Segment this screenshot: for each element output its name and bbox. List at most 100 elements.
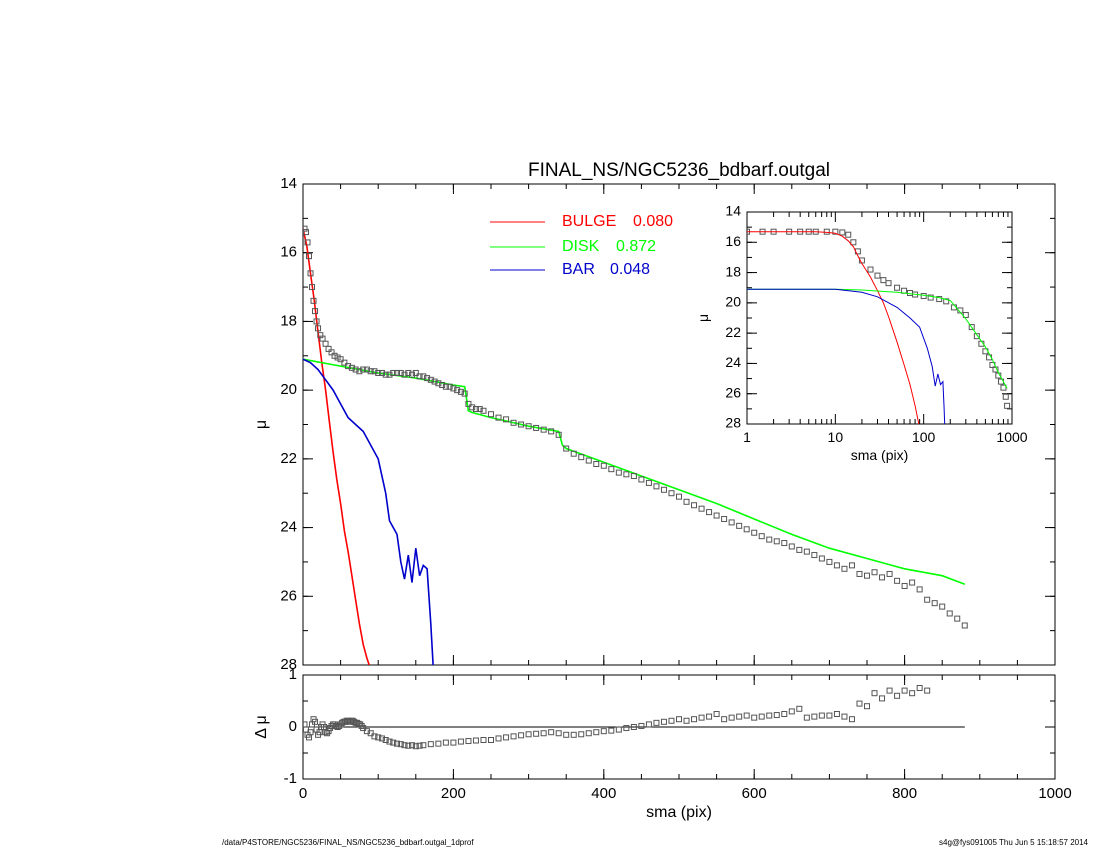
main-plot-data-point <box>306 253 313 260</box>
inset-plot-ytick-label: 14 <box>725 203 741 219</box>
residual-plot-data-point <box>472 737 479 744</box>
main-plot-data-point <box>442 383 449 390</box>
residual-plot-data-point <box>405 742 412 749</box>
inset-plot-xtick-label: 10 <box>828 429 844 445</box>
main-plot-data-point <box>427 376 434 383</box>
residual-plot-xtick-label: 0 <box>299 785 307 802</box>
main-plot-data-point <box>304 239 311 246</box>
residual-plot-data-point <box>721 716 728 723</box>
residual-plot-data-point <box>623 725 630 732</box>
main-plot-data-point <box>563 445 570 452</box>
residual-plot-data-point <box>394 740 400 747</box>
main-plot-data-point <box>555 431 562 438</box>
main-plot-ytick-label: 20 <box>280 381 297 398</box>
main-plot-data-point <box>378 369 385 376</box>
residual-plot-data-point <box>354 719 361 726</box>
residual-plot-data-point <box>698 714 705 721</box>
main-plot-ytick-label: 28 <box>280 656 297 673</box>
inset-plot-ytick-label: 18 <box>725 263 741 279</box>
footer-timestamp: s4g@fys091005 Thu Jun 5 15:18:57 2014 <box>939 838 1088 847</box>
residual-plot-data-point <box>378 735 385 742</box>
inset-plot-data-point <box>1004 402 1011 409</box>
inset-plot-data-point <box>943 298 950 305</box>
residual-plot-data-point <box>371 733 378 740</box>
main-plot-series-disk-line <box>303 358 966 586</box>
residual-plot-data-point <box>563 731 570 738</box>
residual-plot-data-point <box>412 743 419 750</box>
residual-plot-xtick-label: 600 <box>742 785 767 802</box>
residual-plot-data-point <box>503 734 510 741</box>
residual-plot-data-point <box>495 735 502 742</box>
residual-plot-data-point <box>480 737 487 743</box>
main-plot-data-point <box>405 369 412 376</box>
residual-plot-data-point <box>367 730 374 737</box>
main-plot-data-point <box>435 380 442 387</box>
main-plot-data-point <box>961 622 968 629</box>
main-plot-data-point <box>548 428 555 435</box>
residual-plot-data-point <box>360 725 367 732</box>
main-plot-data-point <box>313 318 320 325</box>
main-plot-data-point <box>698 505 705 512</box>
main-plot-data-point <box>446 383 453 390</box>
main-plot-data-point <box>476 406 483 413</box>
main-plot-data-point <box>390 369 397 376</box>
inset-plot-data-point <box>832 228 839 235</box>
main-plot-data-point <box>401 371 408 378</box>
main-plot-data-point <box>382 371 389 378</box>
inset-plot-data-point <box>973 333 980 340</box>
legend: BULGE 0.080 DISK 0.872 BAR 0.048 <box>490 213 673 278</box>
main-plot-data-point <box>668 490 675 497</box>
main-plot-data-point <box>334 354 341 361</box>
inset-plot-data-point <box>927 294 934 301</box>
residual-plot-data-point <box>706 713 713 720</box>
main-plot-data-point <box>766 536 773 543</box>
residual-plot-data-point <box>548 729 555 736</box>
residual-plot-data-point <box>886 687 893 694</box>
main-plot-data-point <box>751 529 758 536</box>
inset-plot-ytick-label: 28 <box>725 415 741 431</box>
main-plot-data-point <box>420 373 427 380</box>
main-plot-data-point <box>608 466 615 473</box>
residual-plot-series-layer <box>303 685 965 750</box>
inset-plot-data-point <box>880 277 887 284</box>
residual-plot-data-point <box>743 712 750 719</box>
residual-plot-data-point <box>676 716 682 723</box>
main-plot-data-point <box>796 546 803 553</box>
residual-plot-data-point <box>758 713 765 720</box>
main-plot: 14 16 18 20 22 24 26 28 μ <box>253 175 1056 673</box>
main-plot-data-point <box>315 325 322 332</box>
inset-plot-series-bar-line <box>747 288 946 424</box>
main-plot-data-point <box>488 411 494 418</box>
residual-plot-data-point <box>322 729 329 736</box>
main-plot-data-point <box>469 404 476 411</box>
main-plot-data-point <box>713 512 720 519</box>
residual-plot-data-point <box>540 730 547 737</box>
residual-plot-data-point <box>510 733 517 740</box>
main-plot-data-point <box>728 519 735 526</box>
main-plot-data-point <box>310 297 317 304</box>
main-plot-data-point <box>901 582 908 589</box>
main-plot-data-point <box>337 356 344 363</box>
main-plot-data-point <box>375 369 382 376</box>
residual-plot-data-point <box>570 731 577 738</box>
inset-plot-data-point <box>823 228 830 235</box>
main-plot-data-point <box>341 359 348 366</box>
main-plot-data-point <box>360 366 367 373</box>
footer-file-path: /data/P4STORE/NGC5236/FINAL_NS/NGC5236_b… <box>222 838 474 847</box>
main-plot-ytick-label: 24 <box>280 519 297 536</box>
residual-plot-data-point <box>608 727 615 734</box>
residual-plot-data-point <box>766 712 773 719</box>
main-plot-data-point <box>409 371 416 378</box>
main-plot-data-point <box>386 371 393 378</box>
inset-plot-xtick-label: 1000 <box>996 429 1027 445</box>
residual-plot-data-point <box>660 718 667 725</box>
main-plot-data-point <box>331 352 338 359</box>
main-plot-data-point <box>743 526 750 533</box>
residual-plot-data-point <box>848 716 855 723</box>
main-plot-data-point <box>319 335 326 342</box>
inset-plot-series-layer <box>747 228 1011 424</box>
main-plot-ytick-label: 16 <box>280 244 297 261</box>
residual-plot-data-point <box>450 739 457 746</box>
